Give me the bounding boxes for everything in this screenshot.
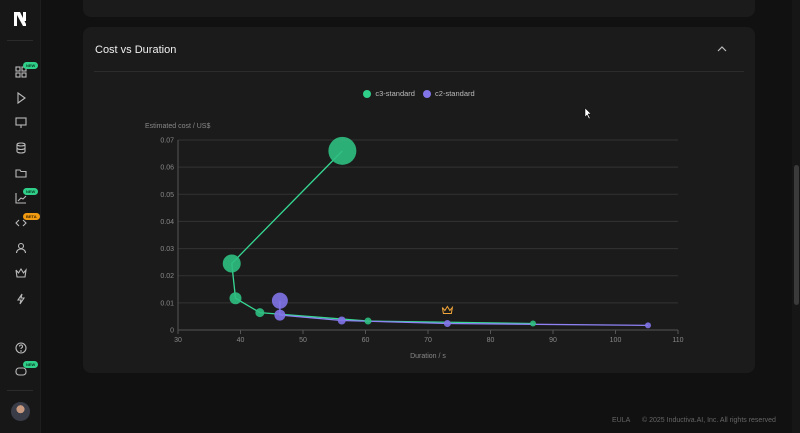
chart-icon <box>15 193 27 204</box>
divider <box>94 71 744 72</box>
data-point-c3-standard <box>255 308 265 318</box>
sidebar-item-user[interactable] <box>14 241 28 255</box>
badge-new: NEW <box>23 361 39 368</box>
legend-label: c3-standard <box>375 89 415 98</box>
data-point-c3-standard <box>364 317 372 325</box>
legend-item-c3[interactable]: c3-standard <box>363 89 415 98</box>
mouse-cursor-icon <box>584 107 592 120</box>
data-point-c2-standard <box>274 309 286 321</box>
x-tick-label: 110 <box>672 337 683 344</box>
sidebar-item-discord[interactable] <box>14 364 28 378</box>
y-axis-label: Estimated cost / US$ <box>145 123 210 130</box>
legend-item-c2[interactable]: c2-standard <box>423 89 475 98</box>
y-tick-label: 0.06 <box>160 165 174 172</box>
badge-beta: BETA <box>23 213 40 220</box>
chevron-up-icon[interactable] <box>717 45 727 53</box>
data-point-c2-standard <box>443 319 451 327</box>
sidebar-item-code[interactable] <box>14 216 28 230</box>
scrollbar[interactable] <box>792 0 800 433</box>
x-tick-label: 60 <box>362 337 370 344</box>
card-title: Cost vs Duration <box>95 44 177 56</box>
x-tick-label: 30 <box>174 337 182 344</box>
folder-icon <box>15 169 27 178</box>
y-tick-label: 0.02 <box>160 273 174 280</box>
chart-legend: c3-standard c2-standard <box>83 89 755 100</box>
y-tick-label: 0.01 <box>160 300 174 307</box>
crown-icon <box>441 305 454 314</box>
data-point-c2-standard <box>271 292 288 309</box>
play-icon <box>17 91 26 105</box>
user-icon <box>15 242 27 254</box>
previous-card <box>83 0 755 17</box>
database-icon <box>16 142 26 154</box>
data-point-c2-standard <box>645 322 651 329</box>
help-icon <box>15 342 27 354</box>
dashboard-icon <box>15 66 27 78</box>
monitor-icon <box>15 117 27 128</box>
data-point-c3-standard <box>222 254 241 273</box>
x-tick-label: 80 <box>487 337 495 344</box>
sidebar: NEW NEW BETA NEW <box>0 0 41 433</box>
x-tick-label: 50 <box>299 337 307 344</box>
legend-swatch <box>423 89 432 98</box>
x-tick-label: 40 <box>237 337 245 344</box>
series-line-c2-standard <box>279 300 649 327</box>
avatar[interactable] <box>11 402 30 421</box>
sidebar-item-lightning[interactable] <box>14 292 28 306</box>
x-tick-label: 90 <box>549 337 557 344</box>
badge-new: NEW <box>23 62 39 69</box>
crown-icon <box>15 267 27 278</box>
sidebar-item-chart[interactable] <box>14 191 28 205</box>
code-icon <box>15 219 27 227</box>
discord-icon <box>15 367 27 376</box>
data-point-c2-standard <box>337 316 346 325</box>
x-axis-label: Duration / s <box>410 353 446 360</box>
sidebar-item-crown[interactable] <box>14 266 28 280</box>
badge-new: NEW <box>23 188 39 195</box>
lightning-icon <box>16 293 26 305</box>
y-tick-label: 0.03 <box>160 246 174 253</box>
x-tick-label: 100 <box>610 337 622 344</box>
sidebar-item-help[interactable] <box>14 341 28 355</box>
sidebar-item-folder[interactable] <box>14 166 28 180</box>
sidebar-item-dashboard[interactable] <box>14 65 28 79</box>
x-tick-label: 70 <box>424 337 432 344</box>
divider <box>7 390 33 391</box>
y-tick-label: 0.05 <box>160 192 174 199</box>
y-tick-label: 0.07 <box>160 138 174 145</box>
data-point-c3-standard <box>229 292 242 305</box>
divider <box>7 40 33 41</box>
data-point-c3-standard <box>530 320 536 327</box>
data-point-c3-standard <box>328 136 357 165</box>
y-tick-label: 0.04 <box>160 219 174 226</box>
legend-swatch <box>363 89 372 98</box>
sidebar-item-monitor[interactable] <box>14 116 28 130</box>
logo-icon[interactable] <box>14 12 26 26</box>
y-tick-label: 0 <box>170 328 174 335</box>
copyright: © 2025 Inductiva.AI, Inc. All rights res… <box>642 417 776 424</box>
sidebar-item-play[interactable] <box>14 91 28 105</box>
scrollbar-thumb[interactable] <box>794 165 799 305</box>
cost-vs-duration-card: Cost vs Duration c3-standard c2-standard <box>83 27 755 373</box>
legend-label: c2-standard <box>435 89 475 98</box>
sidebar-item-database[interactable] <box>14 141 28 155</box>
eula-link[interactable]: EULA <box>612 417 631 424</box>
